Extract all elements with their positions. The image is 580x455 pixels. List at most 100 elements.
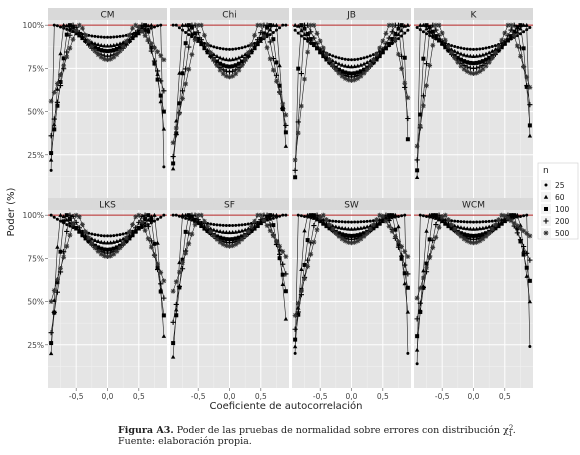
- data-point: [406, 28, 410, 32]
- data-point: [209, 44, 213, 48]
- data-point: [396, 51, 401, 57]
- data-point: [308, 39, 313, 44]
- data-point: [230, 73, 236, 79]
- panel-chi: Chi: [170, 8, 289, 198]
- data-point: [274, 212, 279, 217]
- data-point: [93, 233, 97, 237]
- data-point: [380, 213, 386, 219]
- data-point: [106, 35, 109, 39]
- data-point: [227, 57, 232, 62]
- data-point: [223, 68, 229, 74]
- data-point: [73, 28, 79, 33]
- y-axis-label: Poder (%): [6, 187, 17, 236]
- data-point: [474, 233, 479, 238]
- data-point: [180, 212, 185, 217]
- data-point: [371, 53, 375, 57]
- data-point: [458, 51, 464, 56]
- data-point: [180, 71, 185, 76]
- data-point: [403, 31, 407, 35]
- data-point: [374, 217, 379, 223]
- data-point: [246, 222, 250, 226]
- data-point: [515, 212, 520, 217]
- data-point: [524, 74, 530, 80]
- data-point: [148, 238, 154, 244]
- data-point: [436, 224, 442, 230]
- data-point: [336, 70, 342, 76]
- data-point: [233, 71, 239, 77]
- data-point: [95, 52, 101, 58]
- data-point: [61, 22, 66, 27]
- data-point: [95, 249, 101, 254]
- data-point: [214, 59, 219, 64]
- data-point: [49, 151, 54, 156]
- data-point: [205, 42, 210, 47]
- x-tick-label: -0,5: [191, 392, 206, 401]
- data-point: [180, 22, 185, 27]
- data-point: [474, 239, 480, 245]
- data-point: [58, 265, 63, 271]
- data-point: [484, 57, 489, 62]
- series-500: [292, 22, 411, 163]
- data-point: [306, 39, 310, 43]
- x-tick-label: -0,5: [435, 392, 450, 401]
- data-point: [527, 299, 533, 304]
- data-point: [115, 233, 119, 237]
- legend-marker: [544, 183, 548, 187]
- data-point: [455, 50, 461, 55]
- data-point: [143, 23, 148, 28]
- data-point: [218, 235, 223, 240]
- data-point: [380, 50, 385, 55]
- data-point: [92, 48, 98, 54]
- data-point: [280, 272, 285, 277]
- facet-label: CM: [100, 11, 114, 21]
- data-point: [437, 38, 442, 43]
- data-point: [428, 34, 432, 38]
- facet-strip: [292, 198, 411, 210]
- data-point: [161, 278, 167, 284]
- data-point: [505, 22, 511, 28]
- data-point: [251, 224, 258, 231]
- data-point: [83, 229, 88, 235]
- data-point: [371, 222, 376, 228]
- data-point: [449, 50, 454, 56]
- panel-sf: SF -0,5 0,0 0,5: [170, 198, 289, 401]
- data-point: [302, 32, 307, 37]
- data-point: [67, 212, 73, 218]
- data-point: [471, 53, 476, 58]
- data-point: [152, 253, 157, 258]
- data-point: [331, 219, 335, 223]
- data-point: [527, 133, 533, 138]
- data-point: [67, 45, 73, 51]
- data-point: [205, 224, 210, 230]
- data-point: [433, 215, 439, 220]
- data-point: [486, 50, 492, 55]
- data-point: [474, 226, 479, 231]
- data-point: [528, 25, 532, 29]
- data-point: [527, 278, 532, 283]
- data-point: [156, 217, 160, 221]
- data-point: [383, 218, 389, 224]
- data-point: [427, 255, 433, 261]
- data-point: [117, 41, 123, 46]
- data-point: [524, 273, 529, 278]
- data-point: [305, 49, 311, 55]
- data-point: [465, 226, 470, 231]
- data-point: [421, 214, 425, 218]
- data-point: [218, 46, 222, 50]
- data-point: [242, 52, 248, 57]
- data-point: [339, 62, 345, 67]
- data-point: [349, 78, 354, 83]
- facet-strip: [414, 198, 533, 210]
- data-point: [361, 234, 367, 239]
- data-point: [340, 220, 344, 224]
- figure-source: Fuente: elaboración propia.: [118, 436, 252, 447]
- data-point: [230, 230, 235, 235]
- data-point: [186, 66, 192, 72]
- data-point: [480, 225, 486, 230]
- data-point: [403, 213, 407, 217]
- data-point: [183, 41, 188, 46]
- data-point: [111, 251, 117, 257]
- data-point: [120, 240, 126, 246]
- data-point: [414, 295, 420, 301]
- data-point: [65, 27, 69, 31]
